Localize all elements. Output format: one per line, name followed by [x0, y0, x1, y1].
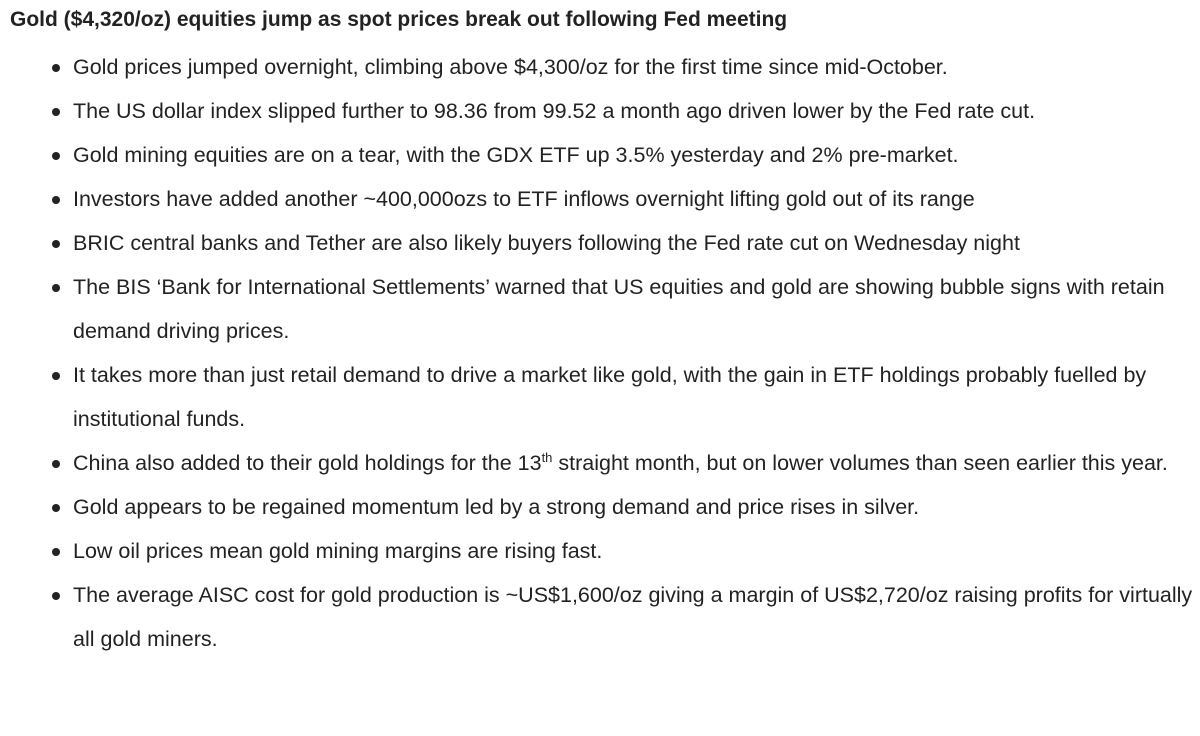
headline: Gold ($4,320/oz) equities jump as spot p… — [10, 8, 788, 31]
bullet-item: The average AISC cost for gold productio… — [10, 573, 1198, 661]
bullet-text-before: China also added to their gold holdings … — [73, 451, 542, 475]
bullet-dot-icon — [52, 240, 60, 248]
bullet-dot-icon — [52, 460, 60, 468]
bullet-text: The US dollar index slipped further to 9… — [73, 99, 1036, 123]
bullet-item: Investors have added another ~400,000ozs… — [10, 177, 1198, 221]
bullet-text: BRIC central banks and Tether are also l… — [73, 231, 1020, 255]
ordinal-superscript: th — [541, 449, 553, 465]
bullet-dot-icon — [52, 548, 60, 556]
bullet-text: Gold appears to be regained momentum led… — [73, 495, 920, 519]
bullet-dot-icon — [52, 152, 60, 160]
bullet-item: It takes more than just retail demand to… — [10, 353, 1198, 441]
bullet-text: The BIS ‘Bank for International Settleme… — [73, 275, 1165, 343]
bullet-dot-icon — [52, 372, 60, 380]
bullet-item: Low oil prices mean gold mining margins … — [10, 529, 1198, 573]
bullet-item: Gold appears to be regained momentum led… — [10, 485, 1198, 529]
bullet-text: The average AISC cost for gold productio… — [73, 583, 1193, 651]
bullet-text: Gold mining equities are on a tear, with… — [73, 143, 959, 167]
bullet-item: The BIS ‘Bank for International Settleme… — [10, 265, 1198, 353]
bullet-dot-icon — [52, 504, 60, 512]
bullet-list: Gold prices jumped overnight, climbing a… — [10, 45, 1200, 661]
bullet-text: Low oil prices mean gold mining margins … — [73, 539, 603, 563]
bullet-item: Gold mining equities are on a tear, with… — [10, 133, 1198, 177]
bullet-dot-icon — [52, 64, 60, 72]
bullet-text: Investors have added another ~400,000ozs… — [73, 187, 975, 211]
bullet-dot-icon — [52, 196, 60, 204]
bullet-item: BRIC central banks and Tether are also l… — [10, 221, 1198, 265]
bullet-dot-icon — [52, 108, 60, 116]
bullet-item: China also added to their gold holdings … — [10, 441, 1198, 485]
bullet-text-after: straight month, but on lower volumes tha… — [552, 451, 1168, 475]
bullet-text: Gold prices jumped overnight, climbing a… — [73, 55, 948, 79]
bullet-text: It takes more than just retail demand to… — [73, 363, 1147, 431]
bullet-item: The US dollar index slipped further to 9… — [10, 89, 1198, 133]
bullet-dot-icon — [52, 592, 60, 600]
bullet-dot-icon — [52, 284, 60, 292]
bullet-item: Gold prices jumped overnight, climbing a… — [10, 45, 1198, 89]
